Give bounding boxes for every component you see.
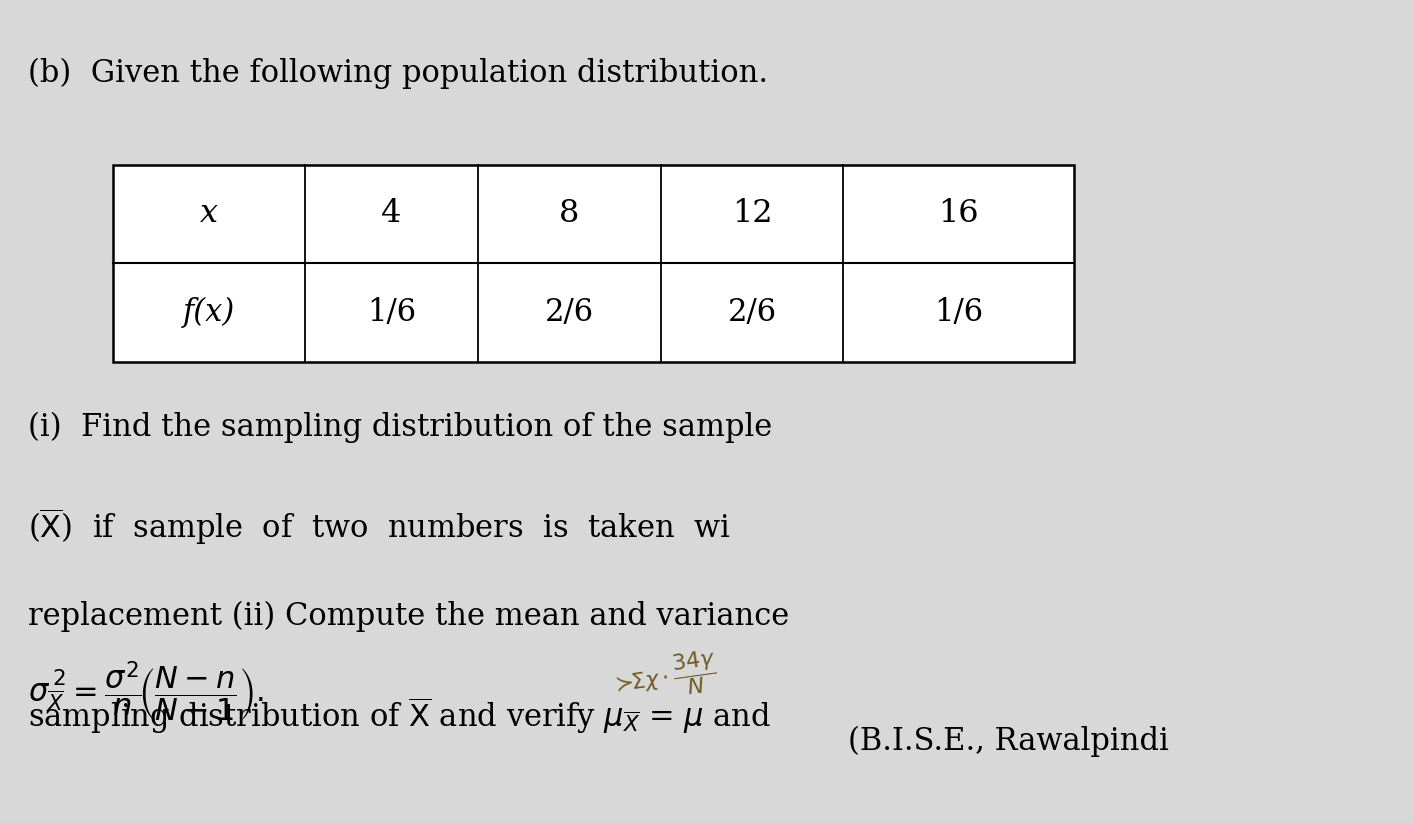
Text: (B.I.S.E., Rawalpindi: (B.I.S.E., Rawalpindi bbox=[848, 726, 1169, 757]
Text: 1/6: 1/6 bbox=[934, 297, 983, 328]
Text: 2/6: 2/6 bbox=[728, 297, 777, 328]
Text: replacement (ii) Compute the mean and variance: replacement (ii) Compute the mean and va… bbox=[28, 601, 790, 632]
Text: x: x bbox=[201, 198, 218, 230]
Bar bbox=[113, 165, 1074, 362]
Text: 8: 8 bbox=[560, 198, 579, 230]
Text: $\succ \!\!\Sigma \chi \cdot \dfrac{34\gamma}{N}$: $\succ \!\!\Sigma \chi \cdot \dfrac{34\g… bbox=[608, 646, 721, 708]
Text: (b)  Given the following population distribution.: (b) Given the following population distr… bbox=[28, 58, 769, 89]
Text: 4: 4 bbox=[382, 198, 401, 230]
Text: (i)  Find the sampling distribution of the sample: (i) Find the sampling distribution of th… bbox=[28, 412, 773, 443]
Text: 12: 12 bbox=[732, 198, 773, 230]
Text: 1/6: 1/6 bbox=[367, 297, 417, 328]
Text: sampling distribution of $\overline{\rm X}$ and verify $\mu_{\overline{X}}$ = $\: sampling distribution of $\overline{\rm … bbox=[28, 695, 771, 736]
Text: 16: 16 bbox=[938, 198, 979, 230]
Text: f(x): f(x) bbox=[184, 297, 235, 328]
Text: 2/6: 2/6 bbox=[545, 297, 593, 328]
Text: ($\overline{\rm X}$)  if  sample  of  two  numbers  is  taken  wi: ($\overline{\rm X}$) if sample of two nu… bbox=[28, 506, 731, 546]
Text: $\sigma_{\overline{X}}^{\,2} = \dfrac{\sigma^2}{n}\!\left(\dfrac{N-n}{N-1}\right: $\sigma_{\overline{X}}^{\,2} = \dfrac{\s… bbox=[28, 660, 264, 724]
